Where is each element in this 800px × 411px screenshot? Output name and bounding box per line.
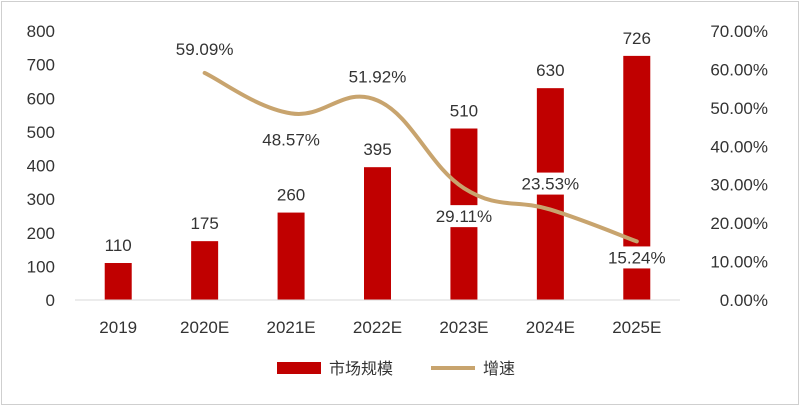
legend-line-label: 增速	[483, 360, 515, 378]
right-axis-tick-label: 30.00%	[710, 176, 768, 195]
x-axis-tick-label: 2024E	[526, 318, 575, 337]
left-axis-tick-label: 800	[27, 22, 55, 41]
left-axis-ticks: 0 100 200 300 400 500 600 700 800	[27, 22, 55, 310]
bar	[191, 241, 219, 300]
line-value-label: 48.57%	[262, 130, 320, 149]
legend-bar-swatch	[277, 362, 321, 374]
x-axis-tick-label: 2019	[99, 318, 137, 337]
x-axis-ticks: 2019 2020E 2021E 2022E 2023E 2024E 2025E	[75, 299, 680, 337]
line-value-label: 59.09%	[176, 40, 234, 59]
right-axis-tick-label: 0.00%	[720, 291, 768, 310]
line-series	[202, 70, 639, 244]
right-axis-tick-label: 20.00%	[710, 214, 768, 233]
line-label-background	[432, 205, 496, 228]
line-value-label: 15.24%	[608, 248, 666, 267]
x-axis-tick-label: 2025E	[612, 318, 661, 337]
right-axis-tick-label: 10.00%	[710, 253, 768, 272]
growth-line	[202, 70, 639, 244]
bar-value-label: 110	[105, 236, 132, 255]
bar	[277, 212, 305, 300]
x-axis-tick-label: 2021E	[266, 318, 315, 337]
line-value-label: 51.92%	[349, 67, 407, 86]
left-axis-tick-label: 100	[27, 257, 55, 276]
line-label-background	[518, 172, 583, 195]
left-axis-tick-label: 400	[27, 157, 55, 176]
bar-value-label: 630	[536, 61, 564, 80]
bar	[364, 167, 391, 300]
left-axis-tick-label: 500	[27, 123, 55, 142]
line-data-labels: 59.09% 48.57% 51.92% 29.11% 23.53% 15.24%	[172, 37, 669, 269]
x-axis-tick-label: 2022E	[353, 318, 402, 337]
right-axis-tick-label: 70.00%	[710, 22, 768, 41]
bar-value-label: 175	[190, 214, 218, 233]
legend-bar-label: 市场规模	[329, 360, 393, 378]
left-axis-tick-label: 700	[27, 56, 55, 75]
right-axis-tick-label: 60.00%	[710, 60, 768, 79]
line-label-background	[604, 246, 669, 269]
bar-value-label: 260	[277, 186, 305, 205]
x-axis-tick-label: 2023E	[439, 318, 488, 337]
line-value-label: 23.53%	[522, 175, 580, 194]
bar-data-labels: 110 175 260 395 510 630 726	[105, 29, 651, 255]
bar-value-label: 510	[450, 102, 478, 121]
left-axis-tick-label: 300	[27, 190, 55, 209]
bar-value-label: 726	[623, 29, 651, 48]
left-axis-tick-label: 600	[27, 89, 55, 108]
left-axis-tick-label: 0	[46, 291, 55, 310]
right-axis-tick-label: 40.00%	[710, 137, 768, 156]
right-axis-tick-label: 50.00%	[710, 99, 768, 118]
line-label-background	[259, 128, 323, 151]
bar-value-label: 395	[363, 140, 391, 159]
legend: 市场规模 增速	[277, 360, 515, 378]
x-axis-tick-label: 2020E	[180, 318, 229, 337]
line-label-background	[172, 37, 237, 60]
right-axis-ticks: 0.00% 10.00% 20.00% 30.00% 40.00% 50.00% 60.00…	[710, 22, 768, 310]
bar	[104, 263, 132, 300]
left-axis-tick-label: 200	[27, 224, 55, 243]
line-value-label: 29.11%	[436, 207, 492, 226]
line-label-background	[345, 65, 410, 88]
